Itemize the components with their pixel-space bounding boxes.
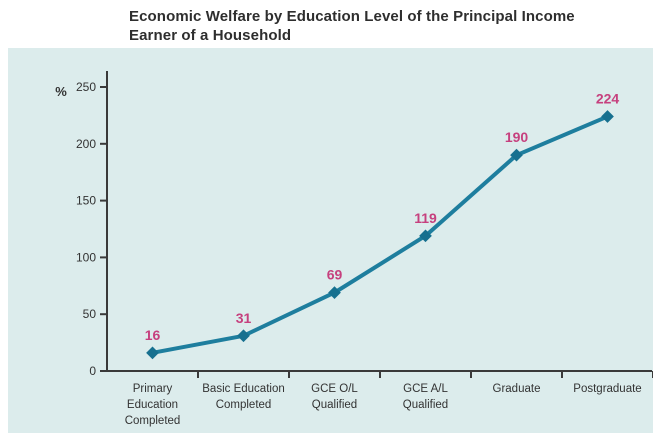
data-point-label: 16 [145, 327, 161, 343]
data-point-label: 190 [505, 129, 529, 145]
data-point-marker [601, 110, 614, 123]
y-axis-unit-label: % [55, 84, 67, 99]
y-axis-tick-label: 50 [83, 307, 97, 321]
y-axis-tick-label: 200 [76, 137, 96, 151]
chart-title-line-2: Earner of a Household [129, 27, 292, 44]
data-point-label: 119 [414, 210, 437, 226]
chart-panel: 0 50 100 150 200 250% Primary Education Complete… [8, 48, 653, 433]
y-axis-tick-label: 0 [89, 364, 96, 378]
y-axis-tick-label: 150 [76, 194, 96, 208]
y-axis-tick-label: 250 [76, 80, 96, 94]
x-axis-category-label: Basic Education Completed [202, 383, 284, 411]
x-axis-category-label: Graduate [493, 383, 541, 395]
data-point-label: 69 [327, 267, 343, 283]
data-point-marker [237, 329, 250, 343]
x-axis-category-label: GCE A/L Qualified [403, 383, 449, 411]
y-axis-tick-label: 100 [76, 250, 96, 264]
line-chart-plot: 0 50 100 150 200 250% Primary Education Complete… [55, 71, 653, 427]
chart-title: Economic Welfare by Education Level of t… [129, 7, 599, 45]
data-point-marker [328, 286, 341, 299]
data-series-line [150, 114, 610, 355]
data-point-marker [146, 346, 159, 360]
x-axis-category-label: GCE O/L Qualified [311, 383, 358, 411]
chart-title-line-1: Economic Welfare by Education Level of t… [129, 8, 575, 25]
x-axis-category-label: Primary Education Completed [125, 383, 181, 427]
data-point-marker [419, 229, 432, 243]
x-axis-category-label: Postgraduate [573, 383, 641, 395]
data-point-label: 224 [596, 91, 620, 107]
data-point-label: 31 [236, 310, 252, 326]
